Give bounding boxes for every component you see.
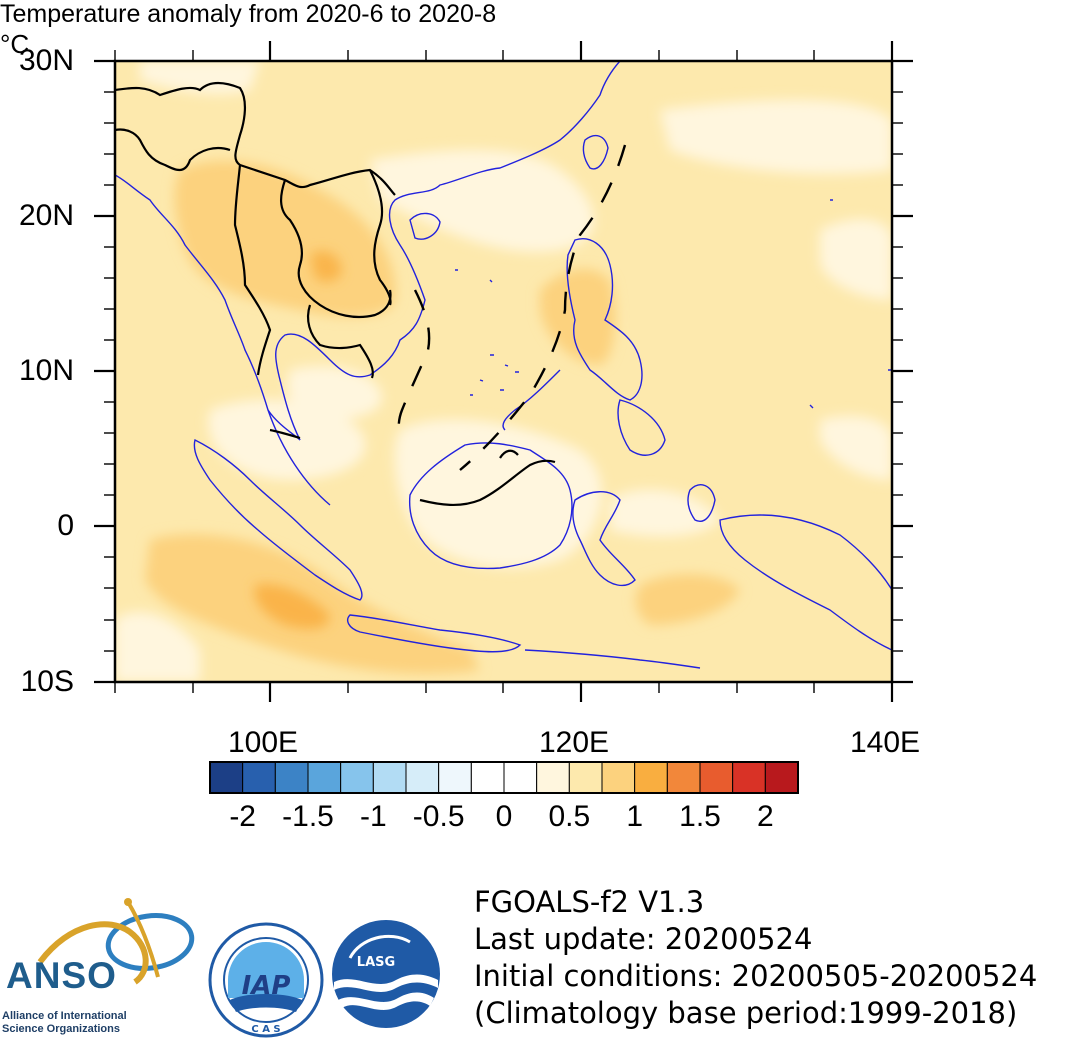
colorbar-swatch [732,761,766,794]
unit-label: °C [0,29,30,59]
climatology-period: (Climatology base period:1999-2018) [474,996,1018,1030]
colorbar-swatch [372,761,407,794]
colorbar-swatch [470,761,505,794]
lat-label-10n: 10N [18,354,74,387]
colorbar-tick-label: 0 [495,800,513,833]
colorbar-tick-label: 1 [626,800,643,833]
colorbar-swatch [634,761,668,794]
colorbar-swatch [307,761,342,794]
colorbar-tick-label: 2 [756,800,774,833]
colorbar-swatch [340,761,374,794]
map-title: Temperature anomaly from 2020-6 to 2020-… [0,0,497,28]
lat-label-10s: 10S [20,665,74,698]
colorbar-tick-label: -0.5 [412,800,465,833]
lon-label-140e: 140E [850,726,921,759]
colorbar-tick-label: 0.5 [548,800,591,833]
colorbar-swatch [666,761,701,794]
lon-label-120e: 120E [539,726,610,759]
colorbar-swatch [764,761,799,794]
lon-label-100e: 100E [228,726,299,759]
lat-label-0: 0 [57,509,74,542]
colorbar-tick-label: -1 [359,800,387,833]
colorbar-swatch [209,761,244,794]
coastlines [115,61,892,669]
lat-label-20n: 20N [18,199,74,232]
model-name: FGOALS-f2 V1.3 [474,885,705,919]
dashed-boundary-line [397,144,627,471]
axis-minor-ticks [104,50,903,693]
colorbar-swatch [438,761,472,794]
colorbar-swatch [601,761,636,794]
lasg-logo-text: LASG [357,955,395,970]
colorbar-tick-label: -2 [229,800,256,833]
anso-logo-subtitle: Alliance of International Science Organi… [2,1010,127,1035]
iap-logo-text: IAP [242,971,291,1001]
anso-logo [37,898,195,985]
colorbar-swatch [405,761,440,794]
colorbar-tick-label: -1.5 [282,800,334,833]
colorbar-swatch [503,761,538,794]
colorbar-swatch [242,761,276,794]
temperature-anomaly-map [94,41,913,702]
axis-ticks [94,41,913,702]
lat-label-30n: 30N [18,44,74,77]
iap-logo: IAP C A S [208,922,324,1038]
country-borders [115,81,556,506]
initial-conditions: Initial conditions: 20200505-20200524 [474,959,1038,993]
near-zero-anomaly-regions [115,61,892,682]
colorbar-swatch [699,761,734,794]
hot-anomaly-regions [254,250,342,629]
colorbar-swatch [274,761,309,794]
lasg-logo: LASG [332,920,440,1028]
colorbar-tick-label: 1.5 [679,800,721,833]
model-info: FGOALS-f2 V1.3 Last update: 20200524 Ini… [474,884,1037,1032]
last-update: Last update: 20200524 [474,922,813,956]
iap-logo-cas: C A S [251,1024,280,1035]
anso-logo-text: ANSO [6,955,117,996]
colorbar-swatch [568,761,603,794]
colorbar-swatch [536,761,570,794]
